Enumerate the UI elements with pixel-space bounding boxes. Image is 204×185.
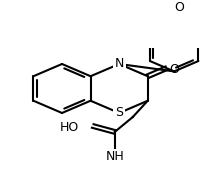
Text: NH: NH <box>105 150 124 163</box>
Text: HO: HO <box>60 121 79 134</box>
Text: O: O <box>169 63 179 76</box>
Text: N: N <box>114 58 124 70</box>
Text: S: S <box>115 107 123 120</box>
Text: O: O <box>174 1 184 14</box>
